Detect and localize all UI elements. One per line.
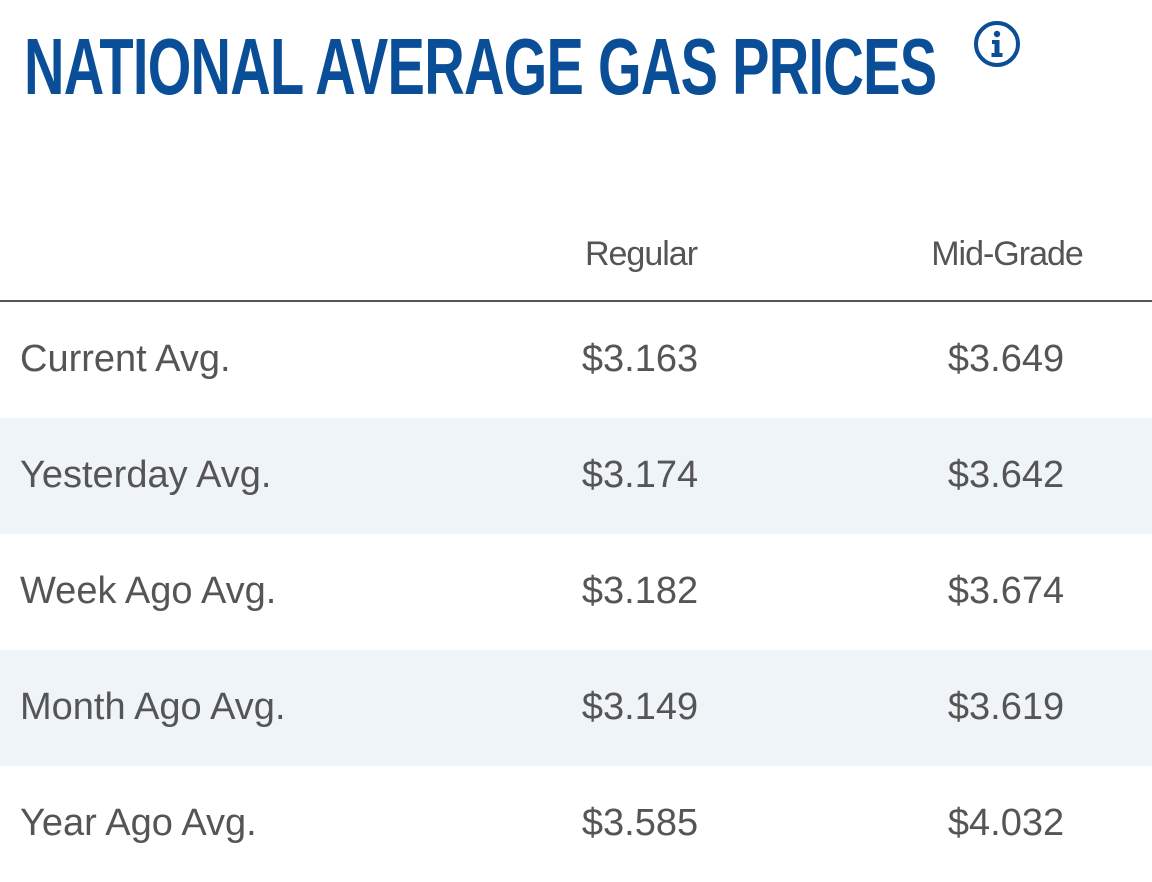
row-label: Yesterday Avg. <box>20 454 272 496</box>
row-label: Week Ago Avg. <box>20 570 277 612</box>
gas-prices-table: Regular Mid-Grade Current Avg. $3.163 $3… <box>0 220 1152 882</box>
table-row: Week Ago Avg. $3.182 $3.674 <box>0 534 1152 650</box>
mid-grade-price: $3.642 <box>947 454 1065 496</box>
table-header-row: Regular Mid-Grade <box>0 220 1152 302</box>
regular-price: $3.163 <box>581 338 699 380</box>
column-header-mid-grade: Mid-Grade <box>931 235 1084 273</box>
column-header-regular: Regular <box>584 235 698 273</box>
mid-grade-price: $3.674 <box>947 570 1065 612</box>
table-row: Year Ago Avg. $3.585 $4.032 <box>0 766 1152 882</box>
table-row: Yesterday Avg. $3.174 $3.642 <box>0 418 1152 534</box>
regular-price: $3.149 <box>581 686 699 728</box>
regular-price: $3.182 <box>581 570 699 612</box>
mid-grade-price: $3.619 <box>947 686 1065 728</box>
mid-grade-price: $4.032 <box>947 802 1065 844</box>
row-label: Month Ago Avg. <box>20 686 286 728</box>
row-label: Current Avg. <box>20 338 231 380</box>
regular-price: $3.174 <box>581 454 699 496</box>
row-label: Year Ago Avg. <box>20 802 257 844</box>
title-bar: NATIONAL AVERAGE GAS PRICES <box>24 20 1152 120</box>
regular-price: $3.585 <box>581 802 699 844</box>
mid-grade-price: $3.649 <box>947 338 1065 380</box>
table-row: Current Avg. $3.163 $3.649 <box>0 302 1152 418</box>
info-circle-icon[interactable] <box>973 20 1021 68</box>
table-row: Month Ago Avg. $3.149 $3.619 <box>0 650 1152 766</box>
page-title: NATIONAL AVERAGE GAS PRICES <box>24 22 937 111</box>
